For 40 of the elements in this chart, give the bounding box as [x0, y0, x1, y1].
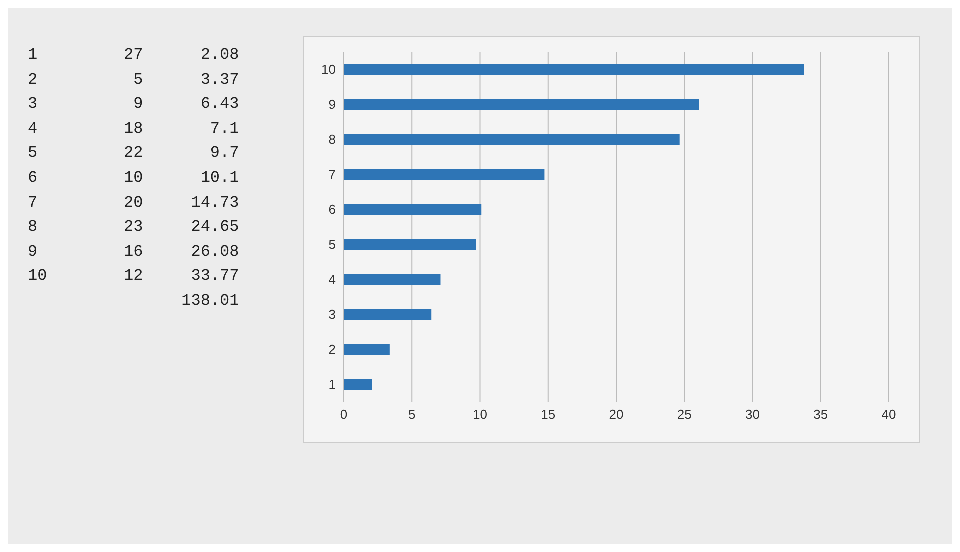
y-tick-label: 1 — [328, 377, 336, 392]
text: 5 22 9.7 — [28, 143, 240, 164]
x-tick-label: 0 — [340, 407, 348, 422]
y-tick-label: 4 — [328, 272, 336, 288]
x-tick-label: 40 — [882, 407, 896, 422]
y-tick-label: 8 — [328, 132, 336, 148]
bar — [344, 64, 804, 76]
x-tick-label: 20 — [609, 407, 624, 422]
text: 9 16 26.08 — [28, 242, 240, 263]
x-tick-label: 15 — [541, 407, 556, 422]
text: 2 5 3.37 — [28, 70, 240, 91]
bar — [344, 344, 390, 356]
bar — [344, 379, 372, 390]
x-tick-label: 30 — [746, 407, 760, 422]
text: 3 9 6.43 — [28, 94, 240, 116]
bar — [344, 169, 545, 180]
y-tick-label: 5 — [328, 237, 336, 252]
bar — [344, 309, 432, 320]
bar — [344, 204, 482, 216]
y-tick-label: 3 — [328, 307, 336, 322]
bar — [344, 99, 700, 110]
text: 138.01 — [180, 290, 240, 312]
y-tick-label: 6 — [328, 202, 336, 218]
x-tick-label: 35 — [814, 407, 828, 422]
text: 1 27 2.08 — [28, 45, 240, 66]
text: 6 10 10.1 — [28, 168, 240, 189]
x-tick-label: 10 — [473, 407, 488, 422]
text: 7 20 14.73 — [28, 192, 240, 214]
text: 4 18 7.1 — [28, 118, 240, 140]
bar — [344, 239, 476, 250]
y-tick-label: 10 — [322, 62, 336, 78]
x-tick-label: 25 — [677, 407, 692, 422]
bar — [344, 274, 441, 286]
y-tick-label: 9 — [328, 97, 336, 112]
text: 10 12 33.77 — [28, 266, 240, 288]
x-tick-label: 5 — [408, 407, 416, 422]
bar — [344, 134, 680, 146]
y-tick-label: 7 — [328, 167, 336, 182]
y-tick-label: 2 — [328, 342, 336, 358]
text: 8 23 24.65 — [28, 217, 240, 238]
